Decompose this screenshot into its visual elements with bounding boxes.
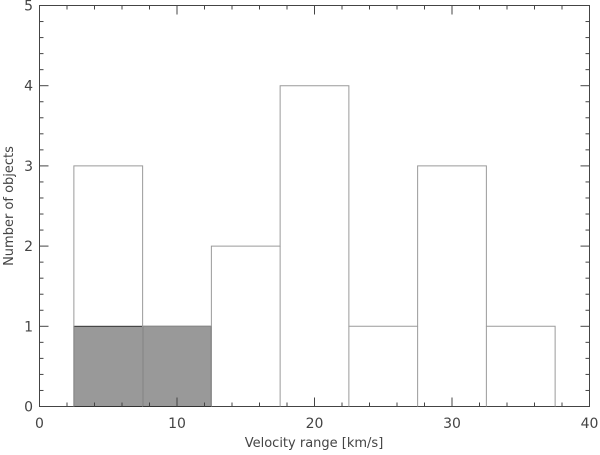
y-tick-label: 4: [24, 79, 33, 95]
y-tick-label: 1: [24, 319, 33, 335]
x-tick-label: 10: [168, 416, 186, 432]
histogram-outline: [73, 85, 556, 407]
x-axis-label: Velocity range [km/s]: [245, 436, 384, 451]
outline-series: [73, 85, 556, 407]
x-tick-label: 30: [443, 416, 461, 432]
y-tick-label: 0: [24, 400, 33, 416]
x-ticks: 0 10 20 30 40: [35, 5, 599, 432]
filled-bar: [142, 325, 212, 407]
y-ticks: 0 1 2 3 4 5: [24, 0, 590, 416]
y-tick-label: 3: [24, 159, 33, 175]
x-tick-label: 0: [35, 416, 44, 432]
x-tick-label: 20: [306, 416, 324, 432]
filled-bars: [73, 325, 212, 407]
y-tick-label: 5: [24, 0, 33, 15]
filled-bar: [73, 325, 144, 407]
x-tick-label: 40: [581, 416, 599, 432]
y-tick-label: 2: [24, 239, 33, 255]
y-axis-label: Number of objects: [2, 146, 17, 266]
